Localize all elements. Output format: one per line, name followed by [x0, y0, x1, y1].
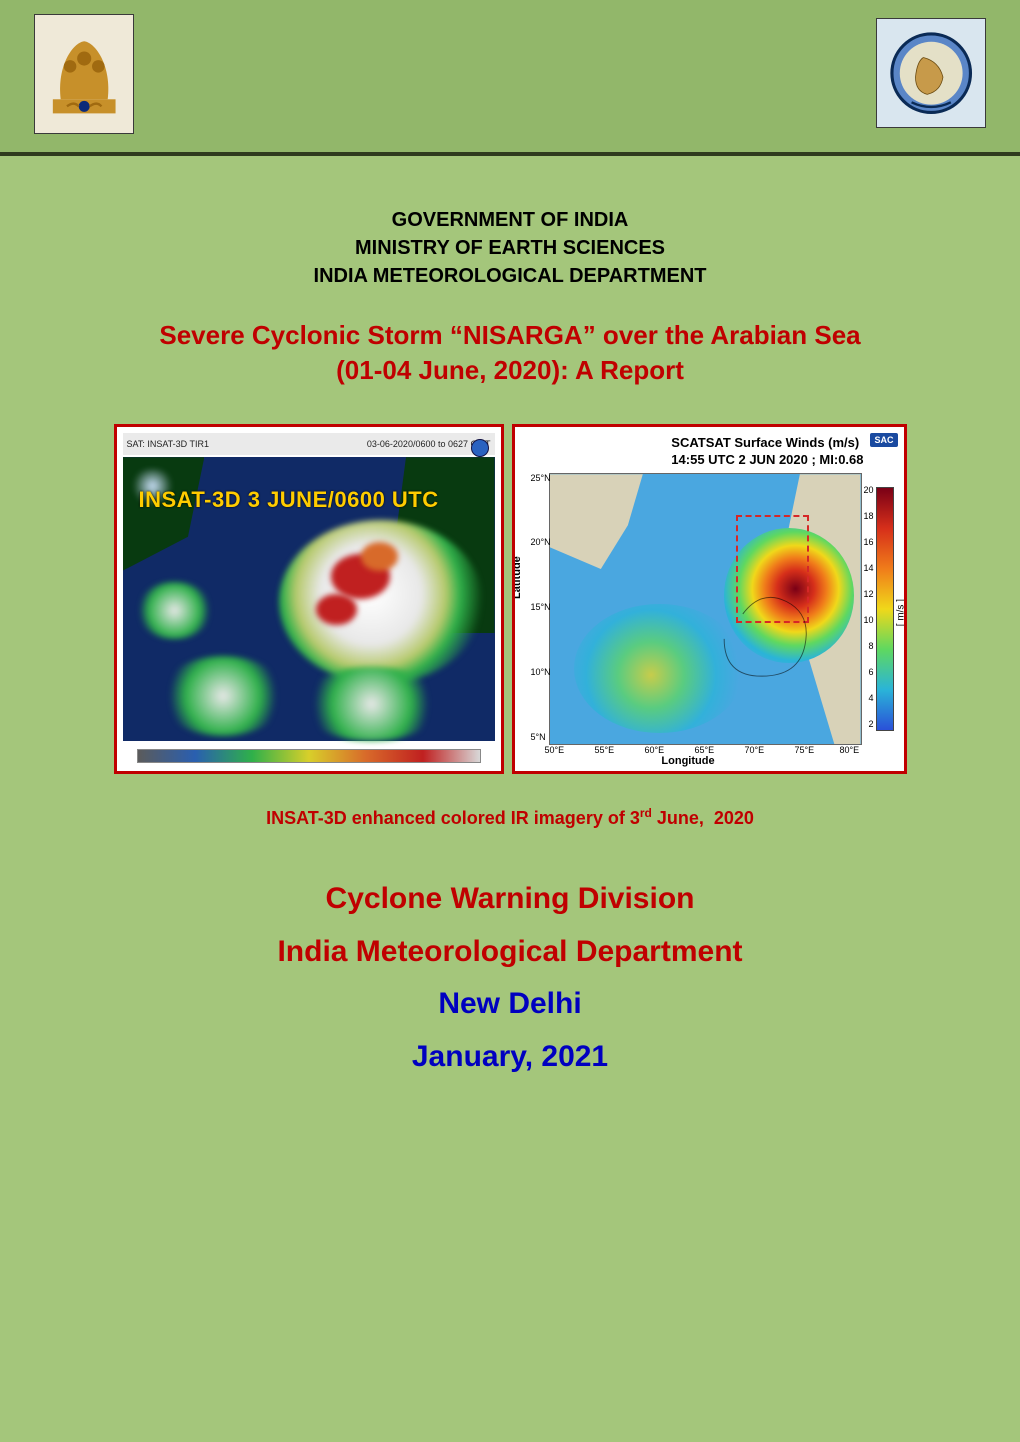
gov-line-1: GOVERNMENT OF INDIA — [60, 206, 960, 234]
caption-pre: INSAT-3D enhanced colored IR imagery of … — [266, 808, 640, 828]
xtick-50: 50°E — [545, 745, 565, 755]
cb-6: 6 — [868, 667, 873, 677]
footer-block: Cyclone Warning Division India Meteorolo… — [60, 873, 960, 1083]
cb-8: 8 — [868, 641, 873, 651]
scatsat-title-2: 14:55 UTC 2 JUN 2020 ; MI:0.68 — [671, 452, 863, 469]
header-band — [0, 0, 1020, 156]
xtick-70: 70°E — [745, 745, 765, 755]
cb-16: 16 — [863, 537, 873, 547]
ytick-20: 20°N — [531, 537, 551, 547]
scatsat-colorbar — [876, 487, 894, 731]
xtick-65: 65°E — [695, 745, 715, 755]
insat-overlay-label: INSAT-3D 3 JUNE/0600 UTC — [139, 487, 439, 513]
sac-badge: SAC — [870, 433, 897, 447]
figure-scatsat: SAC SCATSAT Surface Winds (m/s) 14:55 UT… — [512, 424, 907, 774]
scatsat-ylabel: Latitude — [512, 556, 523, 599]
report-title-line1: Severe Cyclonic Storm “NISARGA” over the… — [60, 318, 960, 353]
content: GOVERNMENT OF INDIA MINISTRY OF EARTH SC… — [60, 156, 960, 1083]
scatsat-canvas — [549, 473, 862, 745]
report-title-line2: (01-04 June, 2020): A Report — [60, 353, 960, 388]
report-title: Severe Cyclonic Storm “NISARGA” over the… — [60, 318, 960, 388]
xtick-75: 75°E — [795, 745, 815, 755]
scatsat-xlabel: Longitude — [515, 755, 862, 767]
india-emblem-icon — [34, 14, 134, 134]
cb-12: 12 — [863, 589, 873, 599]
body-area: GOVERNMENT OF INDIA MINISTRY OF EARTH SC… — [0, 156, 1020, 1442]
caption-post: June, 2020 — [652, 808, 754, 828]
caption-sup: rd — [640, 806, 652, 820]
gov-line-2: MINISTRY OF EARTH SCIENCES — [60, 234, 960, 262]
imd-logo-icon — [876, 18, 986, 128]
ytick-25: 25°N — [531, 473, 551, 483]
ytick-10: 10°N — [531, 667, 551, 677]
gov-line-3: INDIA METEOROLOGICAL DEPARTMENT — [60, 262, 960, 290]
footer-line2: India Meteorological Department — [60, 926, 960, 979]
cb-10: 10 — [863, 615, 873, 625]
cb-18: 18 — [863, 511, 873, 521]
figure-caption: INSAT-3D enhanced colored IR imagery of … — [60, 806, 960, 829]
scatsat-colorbar-unit: [ m/s ] — [896, 599, 907, 626]
scatsat-title: SCATSAT Surface Winds (m/s) 14:55 UTC 2 … — [671, 435, 863, 469]
cb-4: 4 — [868, 693, 873, 703]
cb-20: 20 — [863, 485, 873, 495]
cb-2: 2 — [868, 719, 873, 729]
figure-row: SAT: INSAT-3D TIR1 03-06-2020/0600 to 06… — [60, 424, 960, 774]
footer-line4: January, 2021 — [60, 1031, 960, 1084]
ytick-15: 15°N — [531, 602, 551, 612]
cb-14: 14 — [863, 563, 873, 573]
imd-small-icon — [471, 439, 489, 457]
insat-banner-sat: SAT: INSAT-3D TIR1 — [127, 439, 210, 449]
insat-banner: SAT: INSAT-3D TIR1 03-06-2020/0600 to 06… — [123, 433, 495, 455]
scatsat-title-1: SCATSAT Surface Winds (m/s) — [671, 435, 863, 452]
xtick-60: 60°E — [645, 745, 665, 755]
gov-header-lines: GOVERNMENT OF INDIA MINISTRY OF EARTH SC… — [60, 206, 960, 290]
xtick-80: 80°E — [840, 745, 860, 755]
footer-line3: New Delhi — [60, 978, 960, 1031]
insat-colorbar — [137, 749, 481, 763]
xtick-55: 55°E — [595, 745, 615, 755]
ytick-5: 5°N — [531, 732, 546, 742]
page: GOVERNMENT OF INDIA MINISTRY OF EARTH SC… — [0, 0, 1020, 1442]
footer-line1: Cyclone Warning Division — [60, 873, 960, 926]
figure-insat3d: SAT: INSAT-3D TIR1 03-06-2020/0600 to 06… — [114, 424, 504, 774]
